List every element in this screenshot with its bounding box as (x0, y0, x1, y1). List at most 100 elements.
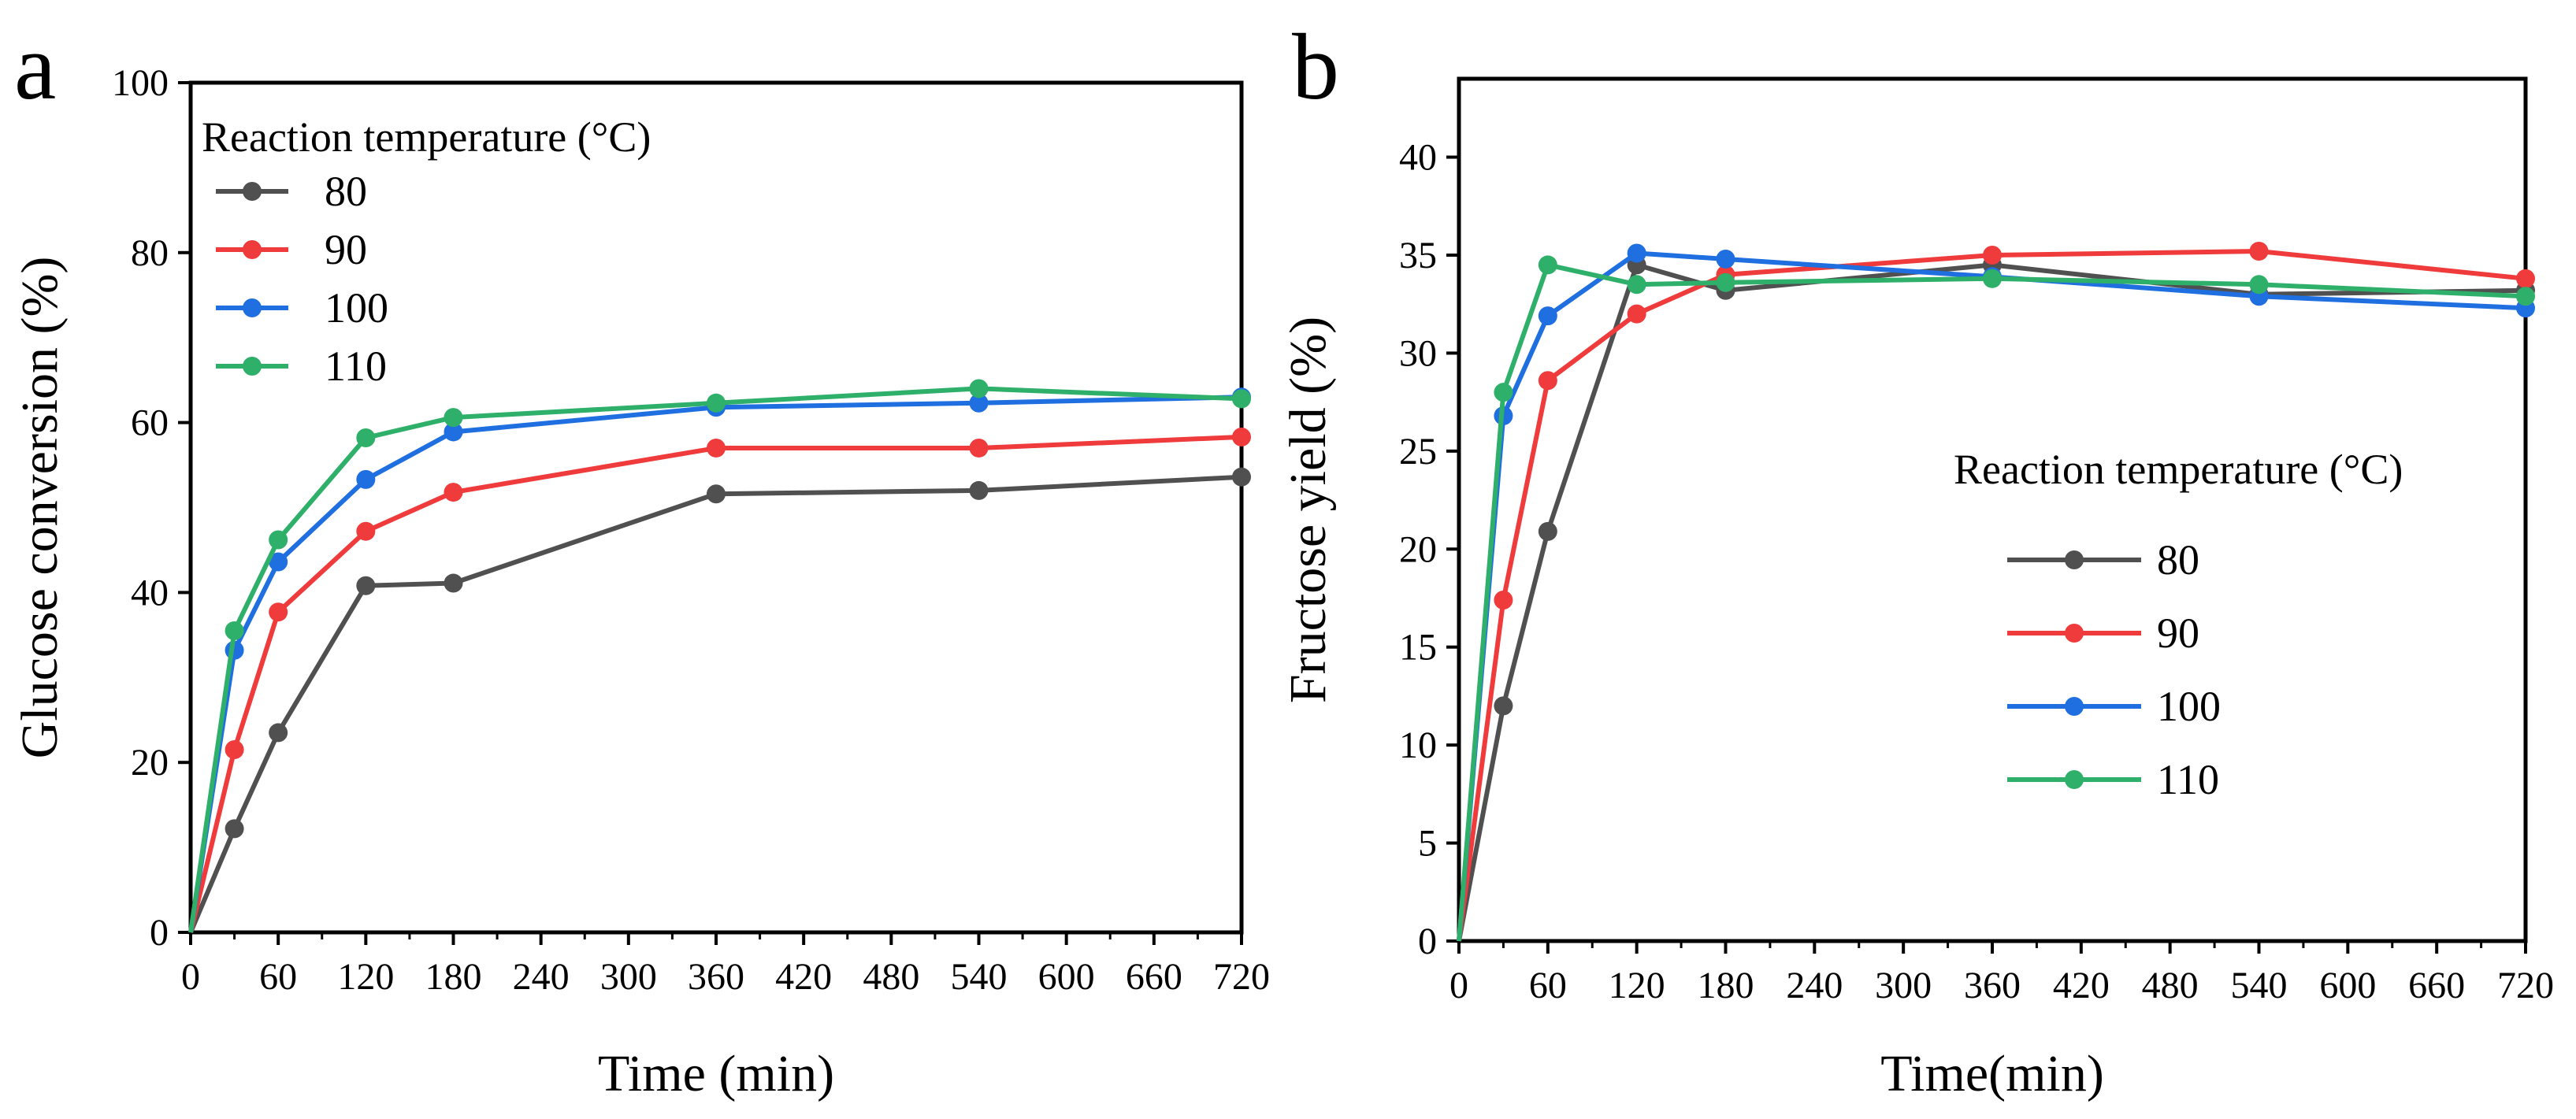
series-line-100 (1457, 250, 2526, 942)
series-line-90 (1457, 249, 2526, 942)
legend-marker-90 (243, 240, 262, 259)
data-point-110 (1494, 383, 1513, 402)
data-point-90 (707, 438, 726, 458)
data-point-110 (2249, 275, 2269, 295)
data-point-90 (225, 740, 244, 760)
x-tick-label: 540 (2231, 965, 2288, 1006)
data-point-100 (969, 393, 989, 413)
data-point-90 (1627, 304, 1646, 324)
data-point-80 (707, 484, 726, 504)
x-tick-label: 720 (1213, 956, 1270, 998)
series-line-110 (188, 386, 1242, 933)
legend-marker-100 (2065, 697, 2084, 716)
legend-label-110: 110 (2157, 756, 2219, 803)
data-point-110 (969, 379, 989, 398)
y-tick-label: 5 (1418, 823, 1437, 865)
legend-title: Reaction temperature (°C) (1954, 446, 2403, 493)
data-point-80 (1232, 467, 1251, 487)
data-point-80 (225, 819, 244, 839)
series-line-90 (188, 434, 1242, 933)
y-tick-label: 10 (1399, 724, 1437, 766)
data-point-90 (269, 602, 288, 622)
y-tick-label: 40 (1399, 137, 1437, 179)
x-tick-label: 60 (1529, 965, 1567, 1006)
data-point-80 (1494, 696, 1513, 716)
legend-label-80: 80 (325, 168, 367, 215)
x-axis-title: Time(min) (1880, 1045, 2104, 1102)
data-point-90 (969, 438, 989, 458)
x-tick-label: 180 (1698, 965, 1754, 1006)
y-tick-label: 0 (1418, 921, 1437, 962)
panel-a: a 0 60 120 180 240 300 360 420 480 540 600 660 720 0 20… (11, 14, 1270, 1102)
data-point-100 (1627, 243, 1646, 263)
data-point-110 (2516, 287, 2535, 306)
x-tick-label: 240 (513, 956, 570, 998)
series-line-100 (188, 395, 1242, 933)
y-tick-label: 80 (131, 232, 169, 274)
y-tick-label: 100 (112, 62, 169, 104)
x-axis-title: Time (min) (598, 1045, 834, 1102)
legend-title: Reaction temperature (°C) (202, 113, 651, 161)
x-tick-label: 660 (1126, 956, 1182, 998)
x-tick-label: 300 (600, 956, 657, 998)
x-tick-label: 660 (2408, 965, 2465, 1006)
x-tick-label: 420 (2053, 965, 2110, 1006)
x-tick-label: 120 (1609, 965, 1665, 1006)
data-point-110 (225, 621, 244, 640)
x-tick-label: 0 (1449, 965, 1468, 1006)
data-point-90 (356, 521, 376, 541)
data-point-100 (356, 469, 376, 489)
data-point-80 (269, 723, 288, 743)
data-point-90 (2249, 242, 2269, 261)
data-point-110 (1627, 275, 1646, 295)
series-line-80 (188, 474, 1242, 934)
x-tick-label: 600 (2319, 965, 2376, 1006)
x-tick-label: 60 (259, 956, 297, 998)
y-tick-label: 40 (131, 572, 169, 613)
data-point-90 (1232, 427, 1251, 446)
x-tick-label: 300 (1875, 965, 1932, 1006)
data-point-110 (1716, 272, 1735, 292)
legend-marker-80 (2065, 550, 2084, 569)
y-tick-label: 20 (131, 742, 169, 784)
data-point-90 (1538, 371, 1557, 391)
y-tick-label: 15 (1399, 627, 1437, 669)
x-tick-label: 120 (337, 956, 394, 998)
legend-label-80: 80 (2157, 536, 2199, 584)
legend-label-100: 100 (2157, 683, 2221, 730)
x-tick-label: 600 (1038, 956, 1095, 998)
legend-label-100: 100 (325, 284, 388, 332)
series-line-110 (1457, 262, 2526, 942)
data-point-110 (1538, 255, 1557, 275)
x-tick-label: 180 (425, 956, 482, 998)
data-point-90 (1494, 590, 1513, 610)
y-tick-label: 0 (150, 912, 169, 954)
x-tick-label: 420 (775, 956, 832, 998)
x-tick-label: 360 (1964, 965, 2021, 1006)
y-axis-title: Fructose yield (%) (1279, 317, 1337, 703)
x-tick-label: 360 (688, 956, 744, 998)
y-tick-label: 20 (1399, 528, 1437, 570)
x-tick-label: 540 (951, 956, 1008, 998)
data-point-90 (444, 483, 463, 502)
data-point-110 (707, 393, 726, 413)
data-point-110 (1232, 389, 1251, 409)
data-point-100 (269, 552, 288, 572)
plot-frame (1457, 76, 2528, 943)
panel-b: b 0 60 120 180 240 300 360 420 480 540 600 660 720 0 5 1… (1279, 14, 2554, 1102)
data-point-90 (2516, 269, 2535, 288)
data-point-80 (356, 576, 376, 595)
data-point-110 (356, 428, 376, 448)
series-line-80 (1457, 262, 2526, 942)
legend-marker-100 (243, 298, 262, 317)
x-tick-label: 480 (2142, 965, 2199, 1006)
data-point-110 (269, 530, 288, 550)
legend-label-90: 90 (325, 226, 367, 273)
panel-label: b (1292, 14, 1339, 119)
data-point-80 (444, 573, 463, 593)
legend-marker-110 (2065, 770, 2084, 789)
legend-marker-90 (2065, 624, 2084, 643)
legend-label-110: 110 (325, 343, 387, 390)
panel-label: a (14, 14, 56, 119)
